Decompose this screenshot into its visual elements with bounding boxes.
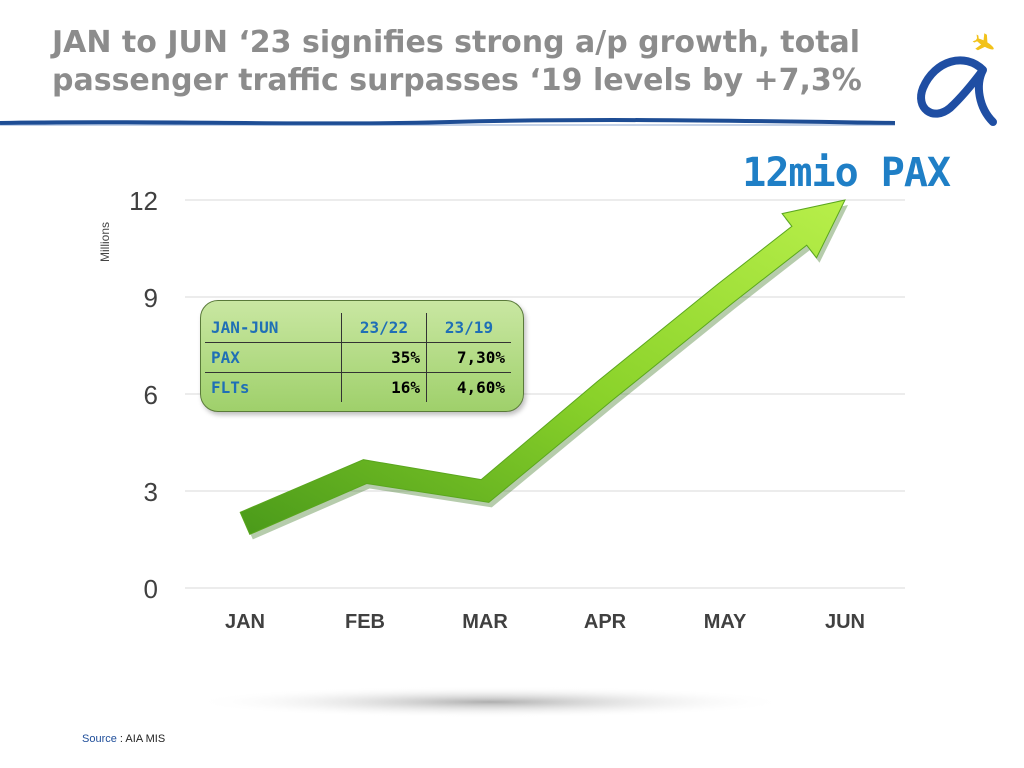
growth-arrow-series xyxy=(239,199,846,536)
slide-title-line-2: passenger traffic surpasses ‘19 levels b… xyxy=(52,63,862,98)
x-tick-label: APR xyxy=(584,611,627,633)
y-tick-label: 6 xyxy=(144,380,158,410)
headline-callout: 12mio PAX xyxy=(742,150,951,196)
source-separator: : xyxy=(116,733,126,745)
x-tick-label: JUN xyxy=(825,611,865,633)
y-axis-title: Millions xyxy=(98,221,112,262)
source-value: AIA MIS xyxy=(125,733,166,745)
y-tick-label: 0 xyxy=(144,574,158,604)
stats-flts-23-22: 16% xyxy=(341,372,427,402)
stats-header-23-22: 23/22 xyxy=(341,313,427,343)
stats-flts-23-19: 4,60% xyxy=(426,372,511,402)
stats-pax-23-22: 35% xyxy=(341,342,427,373)
growth-stats-table: JAN-JUN 23/22 23/19 PAX 35% 7,30% FLTs 1… xyxy=(200,300,524,412)
x-tick-label: JAN xyxy=(225,611,265,633)
stats-label-pax: PAX xyxy=(205,342,342,373)
y-tick-label: 9 xyxy=(144,283,158,313)
stats-header-23-19: 23/19 xyxy=(426,313,511,343)
x-tick-label: FEB xyxy=(345,611,385,633)
stats-header-row: JAN-JUN 23/22 23/19 xyxy=(205,313,511,343)
x-tick-label: MAY xyxy=(704,611,747,633)
stats-label-flts: FLTs xyxy=(211,378,250,397)
slide-title-line-1: JAN to JUN ‘23 signifies strong a/p grow… xyxy=(52,25,861,60)
stats-header-period: JAN-JUN xyxy=(205,313,342,343)
source-label: Source xyxy=(82,733,117,745)
stats-pax-23-19: 7,30% xyxy=(426,342,511,373)
y-tick-label: 3 xyxy=(144,477,158,507)
airport-alpha-logo xyxy=(917,33,997,126)
x-tick-label: MAR xyxy=(462,611,508,633)
stats-row-pax: PAX 35% 7,30% xyxy=(205,342,511,373)
stats-row-flts: FLTs 16% 4,60% xyxy=(205,372,511,402)
source-note: Source : AIA MIS xyxy=(82,733,165,745)
slide-title: JAN to JUN ‘23 signifies strong a/p grow… xyxy=(52,24,902,100)
header-divider xyxy=(0,118,895,127)
y-tick-label: 12 xyxy=(129,186,158,216)
floor-shadow xyxy=(190,686,790,718)
